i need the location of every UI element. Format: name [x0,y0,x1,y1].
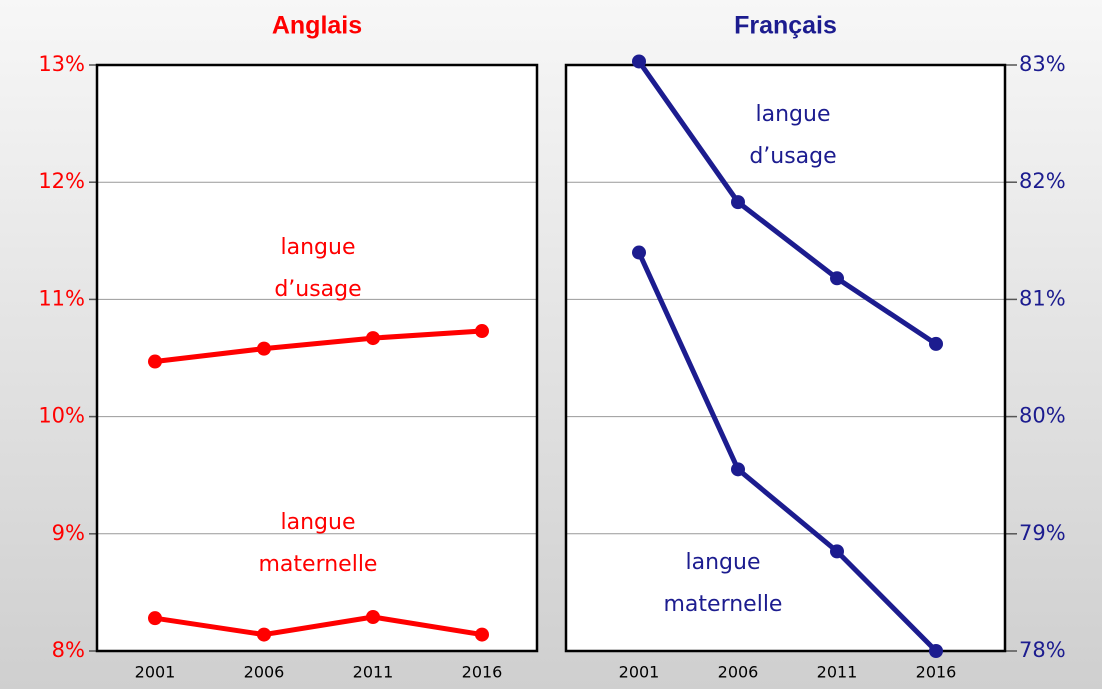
x-tick-label: 2011 [817,663,858,682]
point [148,611,162,626]
point [366,610,380,625]
point [731,462,745,477]
y-tick-label: 8% [52,638,85,662]
x-tick-label: 2016 [462,663,503,682]
y-tick-label: 81% [1019,286,1066,310]
plot-area [566,65,1005,651]
series-line [636,60,938,347]
point [148,354,162,369]
point [830,271,844,286]
x-tick-label: 2016 [916,663,957,682]
point [830,544,844,559]
series-line [154,328,483,364]
series-label: langue [281,235,356,260]
point [632,54,646,69]
series-label: langue [686,550,761,575]
point [366,331,380,346]
y-tick-label: 13% [38,52,85,76]
y-tick-label: 82% [1019,169,1066,193]
series-label: d’usage [274,277,361,302]
series-line [636,251,938,653]
y-tick-label: 9% [52,521,85,545]
series-label: maternelle [259,552,378,577]
y-tick-label: 10% [38,404,85,428]
y-tick-label: 80% [1019,404,1066,428]
x-tick-label: 2011 [353,663,394,682]
plot-border [95,63,539,653]
point [632,245,646,260]
plot-border [564,63,1007,653]
y-tick-label: 83% [1019,52,1066,76]
y-tick-label: 79% [1019,521,1066,545]
point [475,324,489,339]
point [929,644,943,658]
series-label: langue [756,102,831,127]
x-tick-label: 2001 [135,663,176,682]
point [257,627,271,642]
point [475,627,489,642]
series-label: langue [281,510,356,535]
y-tick-label: 78% [1019,638,1066,662]
point [731,195,745,210]
point [929,336,943,351]
chart-title: Anglais [272,12,362,40]
series-label: maternelle [664,592,783,617]
x-tick-label: 2006 [718,663,759,682]
y-tick-label: 12% [38,169,85,193]
y-tick-label: 11% [38,286,85,310]
x-tick-label: 2006 [244,663,285,682]
chart-title: Français [734,12,837,40]
point [257,341,271,356]
series-label: d’usage [749,144,836,169]
x-tick-label: 2001 [619,663,660,682]
series-line [154,614,483,638]
